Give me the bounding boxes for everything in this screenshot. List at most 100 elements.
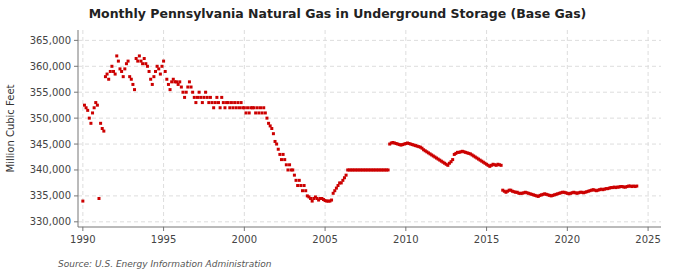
tick-mark	[74, 40, 78, 41]
point	[118, 67, 121, 70]
point	[117, 60, 120, 63]
point	[244, 111, 247, 114]
point	[190, 86, 193, 89]
point	[128, 75, 131, 78]
point	[262, 106, 265, 109]
point	[106, 73, 109, 76]
point	[264, 111, 267, 114]
point	[280, 158, 283, 161]
tick-mark	[74, 66, 78, 67]
tick-label: 330,000	[30, 216, 71, 227]
point	[104, 75, 107, 78]
tick-label: 345,000	[30, 139, 71, 150]
point	[340, 181, 343, 184]
point	[209, 96, 212, 99]
tick-mark	[74, 169, 78, 170]
point	[299, 184, 302, 187]
point	[157, 67, 160, 70]
point	[293, 174, 296, 177]
point	[285, 163, 288, 166]
point	[188, 80, 191, 83]
point	[154, 70, 157, 73]
grid-line	[405, 30, 406, 227]
point	[127, 60, 130, 63]
point	[265, 117, 268, 120]
point	[199, 96, 202, 99]
point	[270, 127, 273, 130]
point	[181, 91, 184, 94]
point	[337, 184, 340, 187]
point	[151, 83, 154, 86]
tick-mark	[405, 227, 406, 231]
grid-line	[325, 30, 326, 227]
point	[238, 106, 241, 109]
point	[122, 75, 125, 78]
grid-line	[78, 92, 661, 93]
tick-label: 2025	[635, 234, 660, 245]
point	[253, 106, 256, 109]
point	[211, 101, 214, 104]
tick-label: 2005	[312, 234, 337, 245]
point	[89, 122, 92, 125]
point	[219, 106, 222, 109]
point	[227, 101, 230, 104]
point	[148, 70, 151, 73]
point	[217, 101, 220, 104]
point	[343, 176, 346, 179]
point	[109, 70, 112, 73]
point	[94, 101, 97, 104]
axes: 330,000335,000340,000345,000350,000355,0…	[30, 30, 661, 245]
point	[193, 96, 196, 99]
point	[228, 106, 231, 109]
point	[232, 106, 235, 109]
points	[81, 54, 638, 202]
point	[275, 143, 278, 146]
point	[139, 60, 142, 63]
point	[138, 54, 141, 57]
point	[152, 75, 155, 78]
grid-line	[244, 30, 245, 227]
tick-mark	[567, 227, 568, 231]
point	[286, 168, 289, 171]
point	[183, 96, 186, 99]
y-axis-label: Million Cubic Feet	[5, 84, 16, 172]
point	[143, 57, 146, 60]
point	[178, 80, 181, 83]
tick-label: 365,000	[30, 35, 71, 46]
point	[146, 65, 149, 68]
point	[91, 111, 94, 114]
title: Monthly Pennsylvania Natural Gas in Unde…	[89, 6, 587, 21]
point	[256, 106, 259, 109]
point	[246, 106, 249, 109]
point	[175, 80, 178, 83]
point	[333, 189, 336, 192]
point	[230, 101, 233, 104]
grid-line	[82, 30, 83, 227]
point	[185, 91, 188, 94]
point	[96, 104, 99, 107]
tick-label: 2015	[474, 234, 499, 245]
point	[136, 60, 139, 63]
point	[267, 122, 270, 125]
tick-label: 2010	[393, 234, 418, 245]
point	[81, 200, 84, 203]
tick-mark	[74, 118, 78, 119]
point	[131, 83, 134, 86]
point	[93, 106, 96, 109]
point	[115, 54, 118, 57]
tick-mark	[74, 92, 78, 93]
grid-line	[78, 144, 661, 145]
point	[345, 174, 348, 177]
point	[85, 106, 88, 109]
point	[133, 88, 136, 91]
tick-label: 350,000	[30, 113, 71, 124]
tick-mark	[648, 227, 649, 231]
point	[120, 70, 123, 73]
grid-line	[648, 30, 649, 227]
point	[196, 96, 199, 99]
point	[222, 101, 225, 104]
point	[207, 101, 210, 104]
point	[204, 91, 207, 94]
grid-line	[78, 195, 661, 196]
point	[332, 192, 335, 195]
